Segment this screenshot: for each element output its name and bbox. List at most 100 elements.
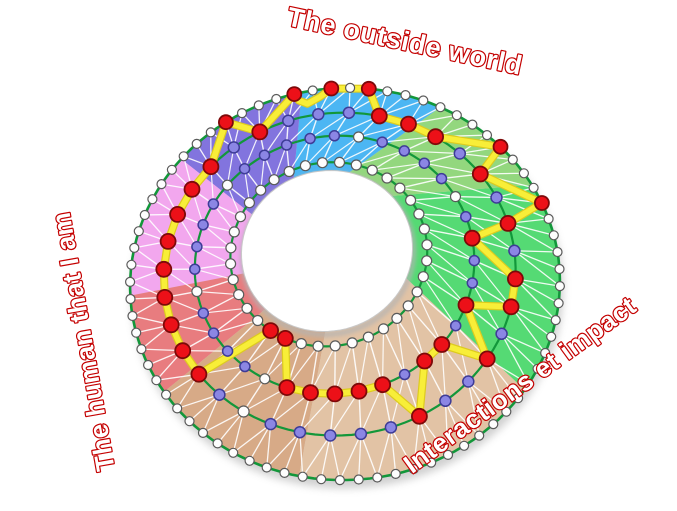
wheel-node-white[interactable] xyxy=(405,194,417,206)
wheel-node-white[interactable] xyxy=(372,472,383,483)
wheel-node-white[interactable] xyxy=(366,164,378,176)
wheel-node-white[interactable] xyxy=(421,239,433,251)
wheel-node-red[interactable] xyxy=(370,107,388,125)
wheel-node-white[interactable] xyxy=(271,93,282,105)
wheel-node-white[interactable] xyxy=(382,86,393,97)
wheel-node-white[interactable] xyxy=(408,463,419,475)
wheel-node-white[interactable] xyxy=(161,389,172,400)
wheel-node-white[interactable] xyxy=(528,182,539,193)
wheel-node-purple[interactable] xyxy=(197,307,210,319)
wheel-node-red[interactable] xyxy=(155,260,173,278)
wheel-node-red[interactable] xyxy=(360,80,377,97)
wheel-node-red[interactable] xyxy=(534,195,550,211)
wheel-node-white[interactable] xyxy=(413,208,425,220)
wheel-node-purple[interactable] xyxy=(280,139,293,151)
wheel-node-white[interactable] xyxy=(353,474,364,485)
wheel-node-white[interactable] xyxy=(234,211,247,223)
wheel-node-red[interactable] xyxy=(463,229,481,247)
wheel-node-red[interactable] xyxy=(217,114,234,131)
wheel-node-purple[interactable] xyxy=(449,319,462,332)
wheel-node-white[interactable] xyxy=(346,337,358,349)
wheel-node-white[interactable] xyxy=(233,289,245,301)
wheel-node-purple[interactable] xyxy=(304,132,316,145)
wheel-node-white[interactable] xyxy=(550,315,561,326)
wheel-node-purple[interactable] xyxy=(398,368,411,381)
wheel-node-white[interactable] xyxy=(228,226,240,238)
wheel-node-white[interactable] xyxy=(488,419,499,430)
wheel-node-white[interactable] xyxy=(449,191,462,203)
wheel-node-red[interactable] xyxy=(502,298,520,316)
wheel-node-white[interactable] xyxy=(552,246,563,258)
wheel-node-purple[interactable] xyxy=(495,327,508,341)
wheel-node-purple[interactable] xyxy=(508,244,521,258)
wheel-node-purple[interactable] xyxy=(258,149,271,161)
wheel-node-white[interactable] xyxy=(261,462,272,473)
wheel-node-white[interactable] xyxy=(512,393,524,404)
wheel-node-red[interactable] xyxy=(433,336,451,353)
wheel-node-red[interactable] xyxy=(507,270,524,288)
wheel-node-purple[interactable] xyxy=(324,429,337,442)
wheel-node-purple[interactable] xyxy=(460,210,472,223)
wheel-node-white[interactable] xyxy=(136,344,147,355)
wheel-node-white[interactable] xyxy=(435,102,446,113)
wheel-node-red[interactable] xyxy=(374,376,392,394)
wheel-node-white[interactable] xyxy=(227,274,239,286)
wheel-node-white[interactable] xyxy=(417,271,429,283)
wheel-node-white[interactable] xyxy=(518,168,530,179)
wheel-node-white[interactable] xyxy=(212,438,223,449)
wheel-node-white[interactable] xyxy=(362,331,374,343)
wheel-node-red[interactable] xyxy=(286,86,303,102)
wheel-node-purple[interactable] xyxy=(207,198,220,210)
wheel-node-white[interactable] xyxy=(312,340,324,352)
wheel-node-purple[interactable] xyxy=(293,425,307,439)
wheel-node-purple[interactable] xyxy=(213,388,226,401)
wheel-node-white[interactable] xyxy=(129,242,140,253)
wheel-node-white[interactable] xyxy=(307,85,318,96)
wheel-node-red[interactable] xyxy=(174,342,192,360)
wheel-node-purple[interactable] xyxy=(398,145,411,157)
wheel-node-white[interactable] xyxy=(125,293,136,305)
wheel-node-white[interactable] xyxy=(139,209,150,221)
wheel-node-white[interactable] xyxy=(178,151,189,162)
wheel-node-purple[interactable] xyxy=(312,108,325,121)
wheel-node-white[interactable] xyxy=(125,276,136,287)
wheel-node-white[interactable] xyxy=(546,331,557,342)
wheel-node-white[interactable] xyxy=(225,258,237,270)
wheel-node-purple[interactable] xyxy=(328,130,341,142)
wheel-node-red[interactable] xyxy=(416,352,434,370)
wheel-node-red[interactable] xyxy=(183,180,201,198)
wheel-node-white[interactable] xyxy=(131,327,142,338)
wheel-node-white[interactable] xyxy=(243,197,255,209)
wheel-node-white[interactable] xyxy=(244,455,255,466)
sector-blue[interactable] xyxy=(293,87,441,179)
wheel-node-purple[interactable] xyxy=(342,106,356,119)
wheel-node-white[interactable] xyxy=(241,302,253,314)
wheel-node-purple[interactable] xyxy=(239,360,251,373)
wheel-node-red[interactable] xyxy=(326,385,344,403)
wheel-node-white[interactable] xyxy=(532,363,543,374)
wheel-node-purple[interactable] xyxy=(227,141,241,154)
wheel-node-white[interactable] xyxy=(540,347,551,359)
wheel-node-white[interactable] xyxy=(255,184,267,196)
wheel-node-red[interactable] xyxy=(427,128,445,146)
wheel-node-white[interactable] xyxy=(451,110,462,121)
wheel-node-white[interactable] xyxy=(191,138,202,149)
wheel-node-white[interactable] xyxy=(481,130,493,141)
wheel-node-red[interactable] xyxy=(190,365,208,383)
wheel-node-white[interactable] xyxy=(316,474,327,485)
wheel-node-white[interactable] xyxy=(554,263,565,275)
wheel-node-white[interactable] xyxy=(184,416,195,427)
wheel-node-red[interactable] xyxy=(492,138,509,155)
wheel-node-white[interactable] xyxy=(295,338,307,350)
wheel-node-red[interactable] xyxy=(457,296,475,314)
wheel-node-purple[interactable] xyxy=(207,327,220,339)
wheel-node-white[interactable] xyxy=(402,300,414,312)
wheel-node-white[interactable] xyxy=(345,82,356,94)
wheel-node-red[interactable] xyxy=(471,165,489,183)
wheel-node-white[interactable] xyxy=(237,405,250,418)
wheel-node-purple[interactable] xyxy=(468,254,481,267)
wheel-node-white[interactable] xyxy=(333,156,346,168)
wheel-node-red[interactable] xyxy=(202,158,220,176)
wheel-node-red[interactable] xyxy=(169,205,187,223)
wheel-node-purple[interactable] xyxy=(490,191,503,204)
